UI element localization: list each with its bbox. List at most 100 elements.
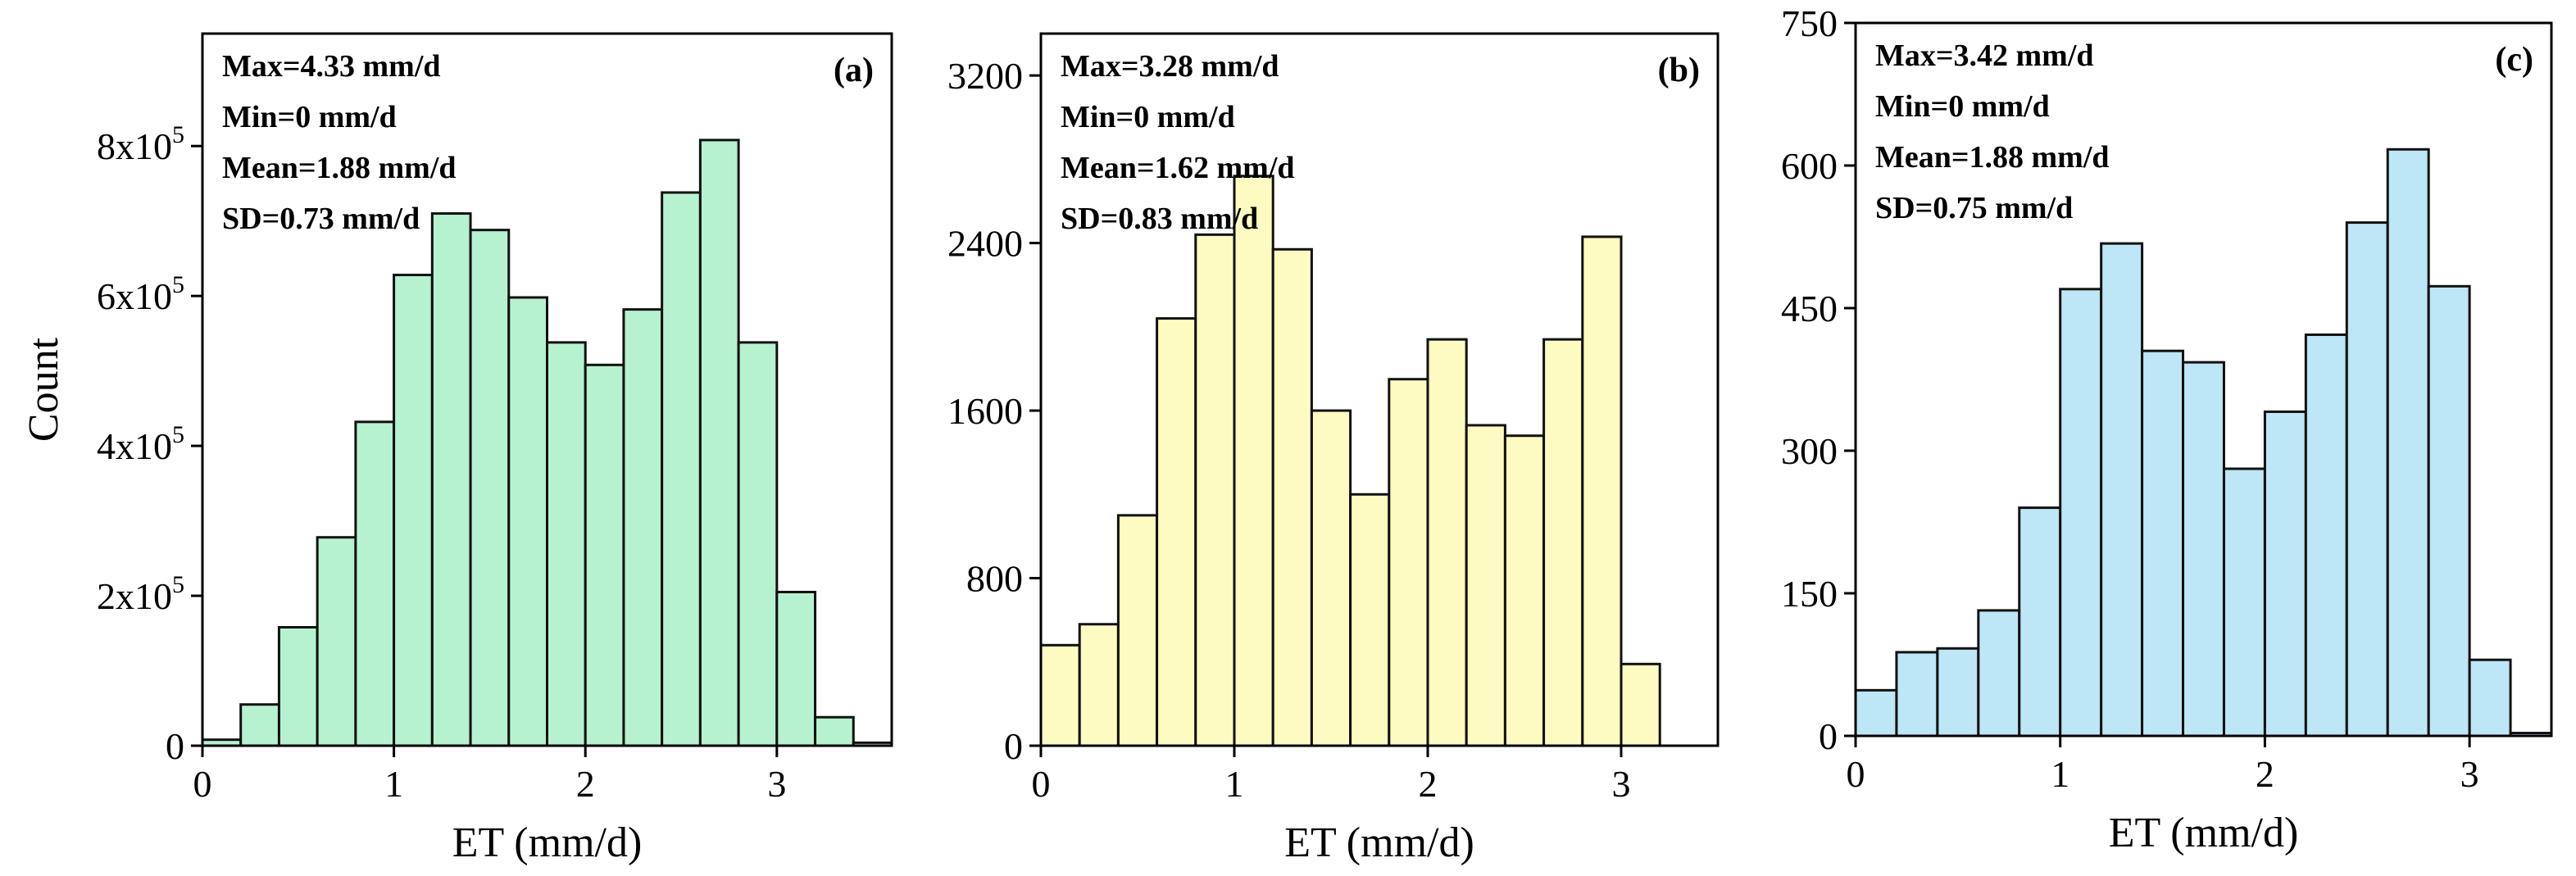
histogram-bar [1116, 514, 1159, 747]
histogram-bar [775, 590, 817, 747]
stat-annotation: Mean=1.88 mm/d [1875, 140, 2110, 175]
histogram-bar [1936, 647, 1980, 738]
histogram-bar [2141, 349, 2185, 738]
x-tick-label: 2 [1419, 763, 1438, 805]
histogram-bar [2386, 148, 2430, 738]
histogram-bar [1078, 623, 1120, 747]
histogram-bar [239, 703, 280, 747]
y-tick-label: 0 [1004, 725, 1023, 767]
histogram-bar [1542, 338, 1584, 747]
stat-annotation: Mean=1.62 mm/d [1061, 151, 1295, 185]
y-tick-label: 0 [166, 725, 184, 767]
plot-frame [1854, 21, 2553, 738]
y-tick-label: 300 [1781, 430, 1838, 472]
y-axis-label: Count [20, 337, 67, 442]
panel-2: 0 1 2 3 0 800 1600 2400 3200 ET (mm/d) Max=3.28 mm… [947, 32, 1720, 866]
histogram-bar [277, 625, 319, 747]
stat-annotation: Max=3.28 mm/d [1061, 49, 1279, 84]
y-tick-label: 3200 [947, 55, 1023, 97]
histogram-bar [1388, 378, 1429, 747]
x-tick-label: 3 [2460, 753, 2479, 795]
y-tick-label: 4x105 [97, 421, 184, 467]
y-tick-label: 1600 [947, 390, 1023, 432]
x-axis-label: ET (mm/d) [2109, 810, 2299, 856]
plot-frame [1039, 32, 1720, 747]
y-tick-label: 450 [1781, 288, 1838, 329]
histogram-bar [469, 229, 511, 747]
x-axis-label: ET (mm/d) [1284, 819, 1474, 866]
plot-frame [201, 32, 893, 747]
histogram-bar [1194, 233, 1236, 747]
panel-1: 0 1 2 3 0 2x105 4x105 6x105 8x105 ET (mm/d) Count M… [20, 32, 893, 866]
x-tick-label: 3 [767, 763, 786, 805]
y-tick-label: 8x105 [97, 121, 184, 167]
histogram-bar [2345, 221, 2389, 738]
stat-annotation: Min=0 mm/d [1061, 100, 1235, 134]
x-axis-label: ET (mm/d) [452, 819, 643, 866]
histogram-bar [698, 138, 740, 747]
stat-annotation: SD=0.83 mm/d [1061, 202, 1258, 236]
histogram-bar [546, 341, 587, 747]
histogram-bar [1581, 235, 1623, 747]
histogram-bar [1503, 434, 1546, 747]
y-tick-label: 150 [1781, 573, 1838, 615]
histogram-bar [1854, 688, 1898, 738]
histogram-bar [1271, 247, 1313, 747]
histogram-bar [2263, 410, 2307, 738]
panel-3: 0 1 2 3 0 150 300 450 600 750 ET (mm/d) Max=3.42 mm… [1781, 2, 2553, 856]
y-tick-label: 750 [1781, 2, 1838, 44]
histogram-bar [2468, 658, 2512, 738]
histogram-bar [622, 308, 664, 747]
stat-annotation: Min=0 mm/d [222, 100, 397, 134]
y-tick-label: 0 [1819, 715, 1838, 757]
histogram-bar [2182, 361, 2225, 738]
histogram-bar [2100, 242, 2144, 738]
panel-label: (a) [834, 52, 874, 89]
histogram-bar [430, 212, 472, 747]
y-tick-label: 2400 [947, 223, 1023, 265]
y-tick-label: 2x105 [97, 571, 184, 617]
histogram-bar [2304, 333, 2348, 738]
histogram-bar [1895, 651, 1939, 738]
histogram-bar [1349, 492, 1391, 747]
stat-annotation: SD=0.73 mm/d [222, 202, 420, 236]
histogram-bar [507, 296, 548, 747]
x-tick-label: 1 [384, 763, 403, 805]
histogram-bar [1233, 175, 1274, 747]
x-tick-label: 0 [1847, 753, 1865, 795]
x-tick-label: 1 [1225, 763, 1244, 805]
x-tick-label: 3 [1612, 763, 1631, 805]
histogram-bar [737, 341, 779, 747]
histogram-bar [2222, 467, 2266, 738]
histogram-bar [661, 191, 702, 747]
y-tick-label: 6x105 [97, 271, 184, 317]
histogram-bar [354, 420, 396, 747]
x-tick-label: 0 [1032, 763, 1051, 805]
histogram-bar [814, 715, 855, 747]
histogram-bar [1465, 424, 1506, 747]
stat-annotation: Max=4.33 mm/d [222, 49, 441, 84]
x-tick-label: 2 [2256, 753, 2274, 795]
histogram-bar [2018, 506, 2062, 738]
histogram-bar [1039, 643, 1081, 747]
histogram-bar [584, 363, 625, 747]
histogram-bar [1156, 317, 1197, 747]
stat-annotation: Max=3.42 mm/d [1875, 39, 2094, 73]
y-tick-label: 600 [1781, 145, 1838, 187]
panel-label: (c) [2495, 41, 2533, 79]
histogram-bar [2059, 288, 2103, 738]
x-tick-label: 1 [2051, 753, 2069, 795]
x-tick-label: 2 [576, 763, 595, 805]
stat-annotation: Min=0 mm/d [1875, 89, 2050, 124]
stat-annotation: Mean=1.88 mm/d [222, 151, 457, 185]
panel-label: (b) [1658, 52, 1700, 89]
x-tick-label: 0 [193, 763, 212, 805]
histogram-bar [2427, 284, 2471, 738]
histogram-bar [1310, 409, 1352, 747]
histogram-bar [316, 536, 357, 747]
histogram-bar [1620, 662, 1661, 747]
y-tick-label: 800 [966, 558, 1023, 600]
stat-annotation: SD=0.75 mm/d [1875, 191, 2073, 225]
histogram-bar [393, 274, 434, 747]
